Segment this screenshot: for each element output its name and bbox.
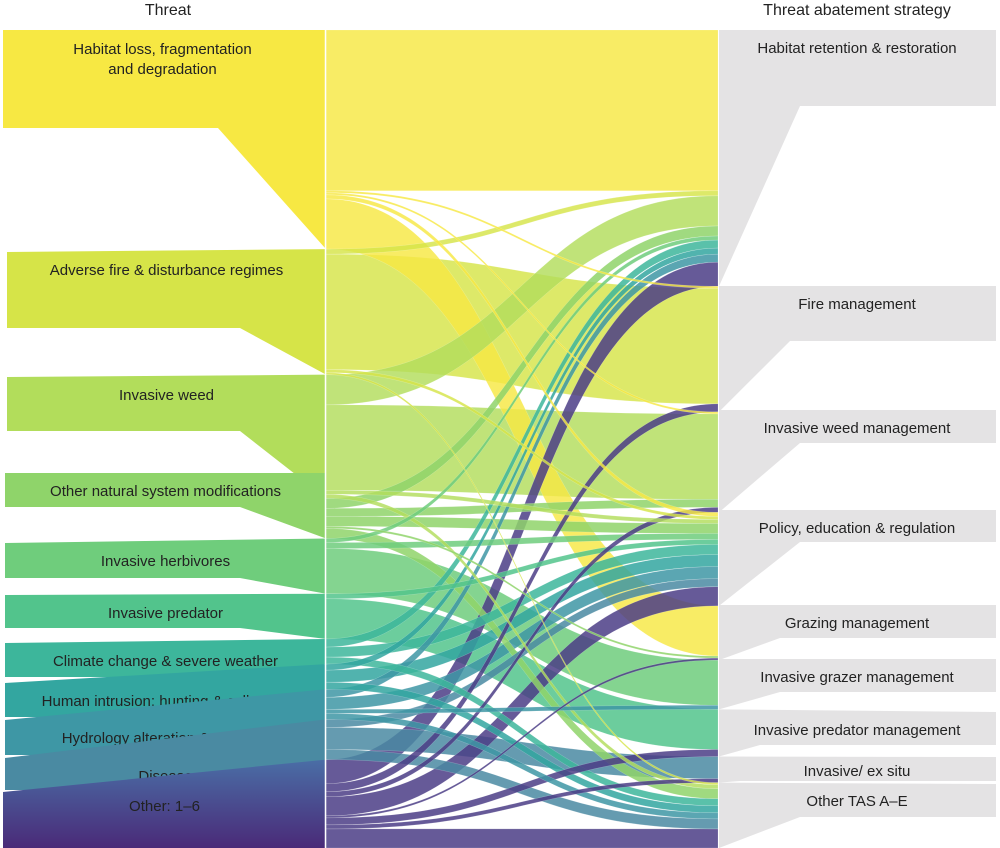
threat-node: Invasive predator: [5, 593, 326, 639]
strategy-node-shape: [719, 709, 996, 757]
flow-link: [325, 369, 719, 520]
threat-label: Invasive predator: [108, 605, 223, 622]
strategy-node: Habitat retention & restoration: [719, 30, 996, 287]
threat-label: Invasive herbivores: [101, 553, 230, 570]
flow-link: [325, 253, 719, 698]
flow-link: [325, 490, 719, 524]
strategy-node: Other TAS A–E: [719, 782, 996, 848]
threat-label: Other natural system modifications: [50, 483, 281, 500]
threat-label: Other: 1–6: [129, 798, 200, 815]
flow-link: [325, 190, 719, 289]
threat-node-shape: [7, 374, 326, 499]
strategy-node-shape: [719, 410, 996, 513]
threat-node: Habitat loss, fragmentation and degradati…: [3, 30, 326, 250]
strategy-node: Policy, education & regulation: [719, 510, 996, 606]
strategy-node: Grazing management: [719, 605, 996, 661]
threat-label: Climate change & severe weather: [53, 653, 278, 670]
threat-node: Invasive weed: [7, 374, 326, 499]
strategy-label: Invasive grazer management: [760, 669, 954, 686]
strategy-label: Habitat retention & restoration: [757, 40, 956, 57]
flow-links: [325, 29, 719, 848]
left-header: Threat: [145, 2, 192, 19]
strategy-label: Other TAS A–E: [806, 793, 907, 810]
threat-label: Adverse fire & disturbance regimes: [50, 262, 283, 279]
strategy-nodes: Habitat retention & restoration Fire mana…: [719, 30, 996, 848]
strategy-node: Invasive predator management: [719, 709, 996, 757]
strategy-label: Fire management: [798, 296, 916, 313]
strategy-node: Invasive grazer management: [719, 659, 996, 710]
strategy-node-shape: [719, 605, 996, 661]
flow-link: [325, 494, 719, 789]
strategy-node-shape: [719, 782, 996, 848]
threat-node-shape: [7, 249, 326, 375]
strategy-node: Invasive weed management: [719, 410, 996, 513]
strategy-label: Grazing management: [785, 615, 930, 632]
flow-link: [325, 539, 719, 599]
strategy-label: Invasive predator management: [754, 722, 962, 739]
flow-link: [325, 190, 719, 255]
threat-node-shape: [5, 538, 326, 594]
strategy-label: Invasive/ ex situ: [804, 763, 911, 780]
flow-link: [325, 713, 719, 820]
strategy-label: Policy, education & regulation: [759, 520, 956, 537]
threat-node-shape: [5, 593, 326, 639]
threat-label: Invasive weed: [119, 387, 214, 404]
threat-node: Other natural system modifications: [5, 473, 326, 539]
flow-link: [325, 372, 719, 785]
strategy-node-shape: [719, 30, 996, 287]
right-header: Threat abatement strategy: [763, 2, 951, 19]
threat-node: Other: 1–6: [3, 759, 326, 848]
threat-node-shape: [5, 473, 326, 539]
flow-link: [325, 29, 719, 191]
strategy-node: Fire management: [719, 286, 996, 412]
strategy-node-shape: [719, 756, 996, 783]
flow-link: [325, 192, 719, 415]
flow-link: [325, 657, 719, 819]
strategy-node-shape: [719, 659, 996, 710]
threat-node-shape: [3, 30, 326, 250]
strategy-node-shape: [719, 286, 996, 412]
flow-link: [325, 749, 719, 826]
flow-link: [325, 235, 719, 543]
flow-link: [325, 828, 719, 848]
threat-node-shape: [5, 638, 326, 677]
strategy-node: Invasive/ ex situ: [719, 756, 996, 783]
threat-node-shape: [3, 759, 326, 848]
threat-node: Invasive herbivores: [5, 538, 326, 594]
threat-node: Climate change & severe weather: [5, 638, 326, 677]
strategy-label: Invasive weed management: [764, 420, 952, 437]
flow-link: [325, 705, 719, 714]
flow-link: [325, 247, 719, 671]
threat-nodes: Habitat loss, fragmentation and degradati…: [3, 30, 327, 848]
threat-node: Adverse fire & disturbance regimes: [7, 249, 326, 375]
strategy-node-shape: [719, 510, 996, 606]
threat-label: Habitat loss, fragmentation and degradati…: [73, 41, 251, 78]
